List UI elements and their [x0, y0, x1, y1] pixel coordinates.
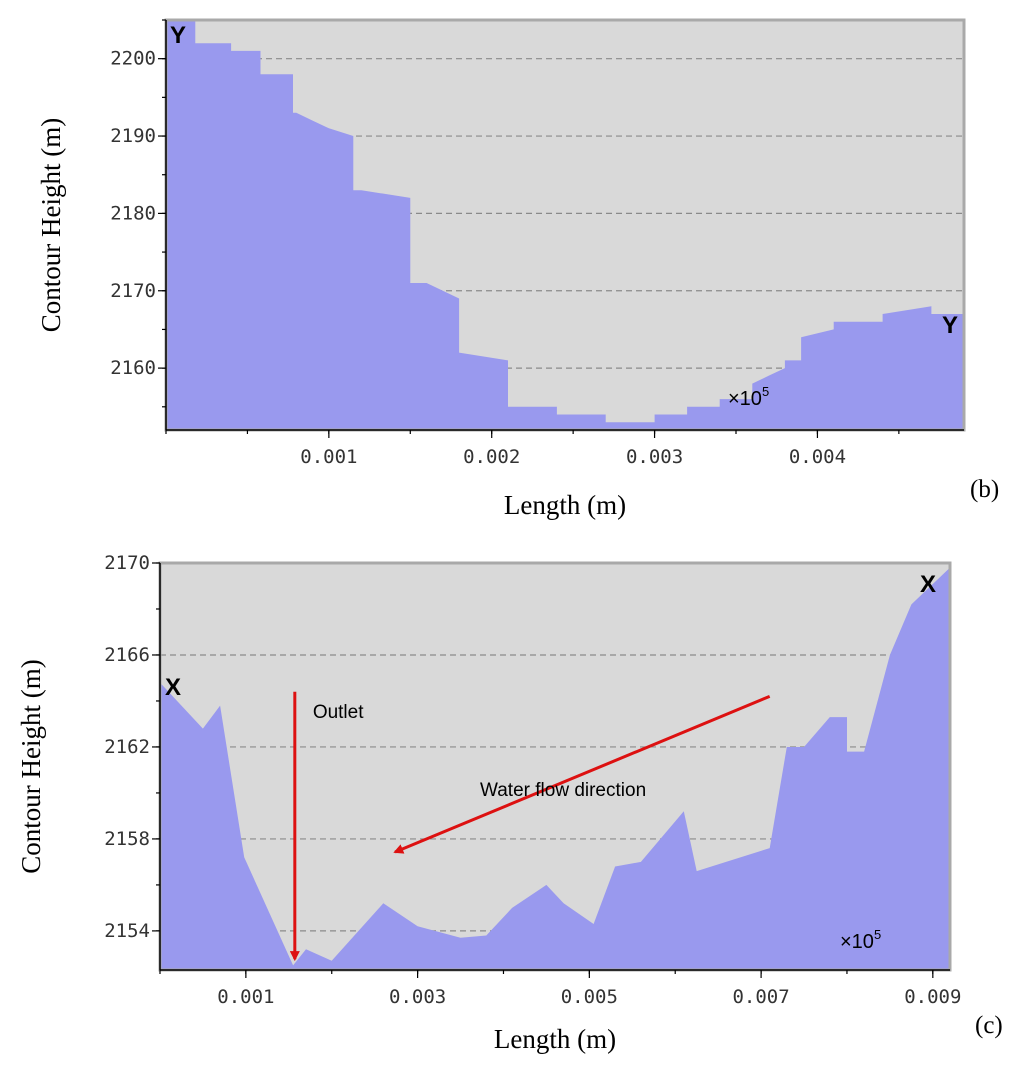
x-tick-label: 0.001 [217, 986, 274, 1008]
x-tick-label: 0.009 [904, 986, 961, 1008]
scale-note-exponent: 5 [874, 927, 881, 942]
y-tick-label: 2162 [104, 736, 150, 758]
scale-note: ×105 [728, 384, 769, 410]
panel-label: (c) [975, 1012, 1003, 1039]
y-tick-label: 2200 [110, 48, 156, 70]
y-tick-label: 2180 [110, 202, 156, 224]
terrain-area [160, 567, 950, 970]
scale-note-base: ×10 [840, 931, 874, 953]
x-tick-label: 0.003 [389, 986, 446, 1008]
scale-note-exponent: 5 [762, 384, 769, 399]
flow-direction-label: Water flow direction [480, 780, 646, 801]
section-end-label: X [920, 571, 936, 598]
section-end-label: Y [942, 312, 958, 339]
x-tick-label: 0.002 [463, 446, 520, 468]
y-tick-label: 2170 [110, 280, 156, 302]
y-axis-label: Contour Height (m) [36, 118, 66, 332]
x-tick-label: 0.003 [626, 446, 683, 468]
y-axis-label: Contour Height (m) [16, 659, 46, 873]
panel-label: (b) [970, 476, 999, 503]
terrain-area [166, 20, 964, 430]
flow-direction-arrow [393, 694, 771, 854]
chart-b: 2160 2170 2180 2190 2200 0.001 0.002 0.003 0.004… [36, 18, 999, 520]
x-tick-label: 0.007 [732, 986, 789, 1008]
x-tick-label: 0.004 [789, 446, 846, 468]
scale-note: ×105 [840, 927, 881, 953]
y-tick-label: 2190 [110, 125, 156, 147]
chart-c: 2154 2158 2162 2166 2170 0.001 0.003 0.005 0.007… [16, 552, 1003, 1054]
y-tick-label: 2166 [104, 644, 150, 666]
y-tick-label: 2160 [110, 357, 156, 379]
scale-note-base: ×10 [728, 388, 762, 410]
section-end-label: Y [170, 22, 186, 49]
y-tick-label: 2158 [104, 828, 150, 850]
x-tick-label: 0.001 [300, 446, 357, 468]
x-axis-label: Length (m) [504, 490, 626, 520]
outlet-label: Outlet [313, 702, 364, 723]
x-tick-label: 0.005 [561, 986, 618, 1008]
y-tick-label: 2170 [104, 552, 150, 574]
x-axis-label: Length (m) [494, 1024, 616, 1054]
y-tick-label: 2154 [104, 920, 150, 942]
section-end-label: X [165, 674, 181, 701]
